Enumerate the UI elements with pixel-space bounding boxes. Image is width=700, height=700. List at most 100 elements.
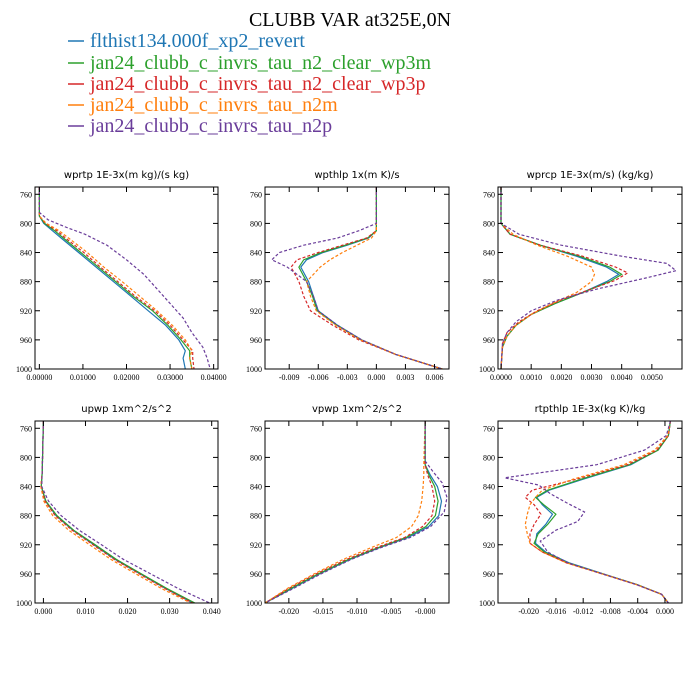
- plot-frame: [34, 420, 219, 604]
- y-tick-label: 840: [20, 249, 32, 258]
- x-tick-label: 0.006: [425, 373, 443, 382]
- series-group: [265, 421, 448, 603]
- series-line: [270, 187, 443, 369]
- x-tick-label: 0.04000: [201, 373, 227, 382]
- x-tick-label: 0.01000: [70, 373, 96, 382]
- y-tick-label: 1000: [246, 365, 262, 374]
- x-tick-label: 0.0030: [581, 373, 603, 382]
- plot-frame: [497, 420, 683, 604]
- y-tick-label: 920: [483, 541, 495, 550]
- series-line: [40, 421, 194, 603]
- y-tick-label: 960: [250, 336, 262, 345]
- y-tick-label: 960: [483, 570, 495, 579]
- panel-title: upwp 1xm^2/s^2: [81, 404, 171, 415]
- legend-entry: jan24_clubb_c_invrs_tau_n2m: [68, 94, 338, 116]
- series-line: [524, 421, 671, 603]
- y-tick-label: 960: [20, 570, 32, 579]
- series-line: [40, 421, 191, 603]
- x-tick-label: 0.000: [34, 607, 52, 616]
- panel-title: vpwp 1xm^2/s^2: [312, 404, 402, 415]
- panel-title: wprtp 1E-3x(m kg)/(s kg): [64, 170, 189, 181]
- chart-panel: wprcp 1E-3x(m/s) (kg/kg) 760 800 840 880 920 9…: [479, 170, 683, 382]
- panel-title: wpthlp 1x(m K)/s: [314, 170, 399, 181]
- x-tick-label: -0.020: [279, 607, 300, 616]
- x-tick-label: -0.012: [573, 607, 594, 616]
- y-tick-label: 920: [20, 541, 32, 550]
- y-tick-label: 840: [483, 249, 495, 258]
- series-line: [38, 187, 193, 369]
- x-tick-label: 0.000: [367, 373, 385, 382]
- series-line: [500, 187, 620, 369]
- series-line: [534, 421, 671, 603]
- series-group: [38, 187, 211, 369]
- y-tick-label: 760: [20, 424, 32, 433]
- y-tick-label: 840: [483, 483, 495, 492]
- y-tick-label: 880: [250, 278, 262, 287]
- y-tick-label: 1000: [16, 599, 32, 608]
- y-tick-label: 920: [250, 541, 262, 550]
- series-line: [300, 187, 443, 369]
- legend-label: flthist134.000f_xp2_revert: [90, 30, 305, 52]
- chart-panel: vpwp 1xm^2/s^2 760 800 840 880 920 960 1000 -0.0…: [246, 404, 450, 616]
- x-tick-label: -0.006: [308, 373, 329, 382]
- series-line: [298, 187, 443, 369]
- y-tick-label: 880: [483, 512, 495, 521]
- chart-panel: upwp 1xm^2/s^2 760 800 840 880 920 960 10000.00…: [16, 404, 221, 616]
- series-line: [38, 187, 193, 369]
- series-group: [500, 187, 678, 369]
- series-line: [38, 187, 195, 369]
- y-tick-label: 800: [20, 453, 32, 462]
- series-group: [40, 421, 210, 603]
- legend-label: jan24_clubb_c_invrs_tau_n2_clear_wp3m: [89, 52, 431, 74]
- x-tick-label: -0.010: [347, 607, 368, 616]
- legend-entry: jan24_clubb_c_invrs_tau_n2_clear_wp3m: [68, 52, 431, 74]
- y-tick-label: 800: [20, 219, 32, 228]
- series-line: [265, 421, 443, 603]
- y-tick-label: 960: [20, 336, 32, 345]
- x-tick-label: 0.0010: [520, 373, 542, 382]
- series-line: [500, 187, 596, 369]
- y-tick-label: 1000: [479, 599, 495, 608]
- y-tick-label: 880: [20, 512, 32, 521]
- y-tick-label: 800: [483, 453, 495, 462]
- chart-panel: wpthlp 1x(m K)/s 760 800 840 880 920 960 1000 -0…: [246, 170, 450, 382]
- x-tick-label: -0.004: [627, 607, 648, 616]
- series-line: [533, 421, 671, 603]
- x-tick-label: -0.005: [381, 607, 402, 616]
- series-line: [40, 421, 196, 603]
- y-tick-label: 800: [250, 453, 262, 462]
- legend-label: jan24_clubb_c_invrs_tau_n2_clear_wp3p: [89, 73, 425, 95]
- legend-entry: flthist134.000f_xp2_revert: [68, 30, 305, 52]
- y-tick-label: 760: [20, 190, 32, 199]
- series-line: [41, 421, 210, 603]
- y-tick-label: 1000: [246, 599, 262, 608]
- series-line: [524, 421, 671, 603]
- legend: flthist134.000f_xp2_revert jan24_clubb_c…: [68, 30, 431, 137]
- plot-frame: [34, 186, 219, 370]
- y-tick-label: 760: [483, 190, 495, 199]
- legend-label: jan24_clubb_c_invrs_tau_n2m: [89, 94, 338, 116]
- chart-panel: rtpthlp 1E-3x(kg K)/kg 760 800 840 880 920 960…: [479, 404, 683, 616]
- series-line: [38, 187, 211, 369]
- series-line: [265, 421, 439, 603]
- series-line: [305, 187, 443, 369]
- series-line: [40, 421, 194, 603]
- series-line: [500, 187, 629, 369]
- y-tick-label: 920: [250, 307, 262, 316]
- x-tick-label: -0.009: [279, 373, 300, 382]
- y-tick-label: 960: [250, 570, 262, 579]
- series-group: [504, 421, 671, 603]
- x-tick-label: 0.02000: [114, 373, 140, 382]
- y-tick-label: 960: [483, 336, 495, 345]
- y-tick-label: 840: [250, 249, 262, 258]
- series-line: [265, 421, 436, 603]
- x-tick-label: 0.030: [161, 607, 179, 616]
- x-tick-label: -0.003: [337, 373, 358, 382]
- x-tick-label: -0.008: [600, 607, 621, 616]
- y-tick-label: 920: [20, 307, 32, 316]
- y-tick-label: 880: [250, 512, 262, 521]
- plot-frame: [497, 186, 683, 370]
- y-tick-label: 880: [483, 278, 495, 287]
- x-tick-label: -0.015: [313, 607, 334, 616]
- legend-label: jan24_clubb_c_invrs_tau_n2p: [89, 115, 332, 137]
